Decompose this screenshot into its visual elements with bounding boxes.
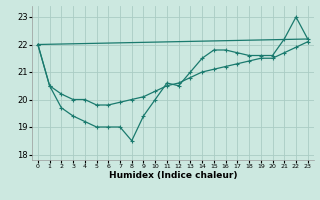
X-axis label: Humidex (Indice chaleur): Humidex (Indice chaleur) (108, 171, 237, 180)
